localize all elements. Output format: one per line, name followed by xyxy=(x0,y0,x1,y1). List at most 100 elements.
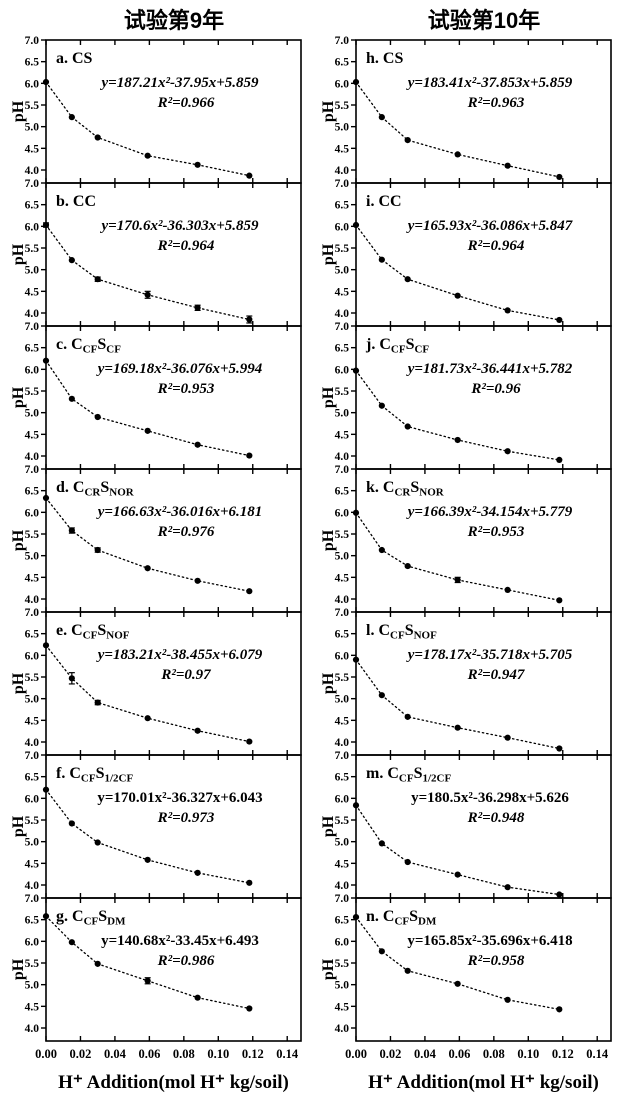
y-axis-tick-label: 5.5 xyxy=(335,529,350,541)
data-point xyxy=(42,786,50,793)
y-axis-tick-label: 6.0 xyxy=(25,78,40,90)
data-point xyxy=(454,436,461,444)
y-axis-tick-label: 4.5 xyxy=(335,715,350,727)
equation-label: y=180.5x²-36.298x+5.626 xyxy=(411,790,569,806)
y-axis-label: pH xyxy=(320,529,337,551)
data-point xyxy=(378,256,385,263)
r-squared-label: R²=0.964 xyxy=(467,238,525,254)
y-axis-tick-label: 5.5 xyxy=(25,100,40,112)
y-axis-tick-label: 7.0 xyxy=(335,607,350,619)
y-axis-tick-label: 6.0 xyxy=(335,936,350,948)
y-axis-tick-label: 6.5 xyxy=(25,486,40,498)
r-squared-label: R²=0.948 xyxy=(467,810,525,826)
y-axis-tick-label: 6.0 xyxy=(25,650,40,662)
panel-c: 7.0 6.5 6.0 5.5 5.0 4.5 4.0 pH c. CCFSCF y=169.18… xyxy=(10,321,302,470)
data-point xyxy=(246,879,253,886)
y-axis-tick-label: 7.0 xyxy=(335,464,350,476)
data-point xyxy=(194,441,201,448)
data-point xyxy=(378,114,385,121)
y-axis-tick-label: 7.0 xyxy=(335,750,350,762)
y-axis-tick-label: 7.0 xyxy=(25,750,40,762)
y-axis-tick-label: 4.0 xyxy=(25,308,40,320)
y-axis-tick-label: 6.0 xyxy=(25,221,40,233)
equation-label: y=140.68x²-33.45x+6.493 xyxy=(101,933,259,949)
y-axis-tick-label: 4.5 xyxy=(25,143,40,155)
panel-e: 7.0 6.5 6.0 5.5 5.0 4.5 4.0 pH e. CCFSNOF y=183.2… xyxy=(10,607,302,756)
y-axis-tick-label: 7.0 xyxy=(335,35,350,47)
r-squared-label: R²=0.986 xyxy=(157,953,215,969)
data-point xyxy=(556,597,563,604)
trend-line xyxy=(45,644,250,743)
x-axis-tick-label: 0.08 xyxy=(483,1047,505,1061)
data-point xyxy=(42,642,50,649)
x-axis-title: H⁺ Addition(mol H⁺ kg/soil) xyxy=(58,1072,289,1093)
equation-label: y=166.39x²-34.154x+5.779 xyxy=(406,504,573,520)
y-axis-tick-label: 4.0 xyxy=(335,451,350,463)
data-point xyxy=(68,675,75,682)
x-axis: 0.00 0.02 0.04 0.06 0.08 0.10 0.12 0.14 H⁺ Addit… xyxy=(35,1047,299,1093)
equation-label: y=169.18x²-36.076x+5.994 xyxy=(96,361,263,377)
data-point xyxy=(454,292,461,299)
equation-label: y=187.21x²-37.95x+5.859 xyxy=(100,75,259,91)
y-axis-tick-label: 6.0 xyxy=(25,936,40,948)
data-point xyxy=(504,884,511,891)
y-axis-tick-label: 4.0 xyxy=(335,1023,350,1035)
x-axis-tick-label: 0.02 xyxy=(70,1047,92,1061)
y-axis-tick-label: 4.0 xyxy=(25,594,40,606)
y-axis-label: pH xyxy=(320,672,337,694)
data-point xyxy=(454,151,461,158)
y-axis-tick-label: 5.5 xyxy=(335,386,350,398)
y-axis-tick-label: 6.0 xyxy=(335,364,350,376)
y-axis-label: pH xyxy=(320,386,337,408)
panel-label: f. CCFS1/2CF xyxy=(56,765,133,785)
x-axis-tick-label: 0.04 xyxy=(414,1047,437,1061)
y-axis-tick-label: 4.0 xyxy=(25,737,40,749)
y-axis-label: pH xyxy=(10,958,27,980)
data-point xyxy=(94,134,101,141)
y-axis-label: pH xyxy=(10,672,27,694)
panel-label: a. CS xyxy=(56,50,93,67)
data-point xyxy=(404,967,411,974)
trend-line xyxy=(45,497,250,592)
data-point xyxy=(144,565,151,572)
r-squared-label: R²=0.947 xyxy=(467,667,525,683)
data-point xyxy=(404,562,411,570)
trend-line xyxy=(45,81,250,177)
data-point xyxy=(404,858,411,866)
y-axis-tick-label: 6.0 xyxy=(335,507,350,519)
data-point xyxy=(144,856,151,863)
equation-label: y=170.01x²-36.327x+6.043 xyxy=(97,790,262,806)
data-point xyxy=(504,734,511,741)
data-point xyxy=(504,162,511,169)
data-point xyxy=(378,948,385,955)
y-axis-tick-label: 6.5 xyxy=(25,57,40,69)
data-point xyxy=(378,840,385,847)
y-axis-tick-label: 7.0 xyxy=(335,178,350,190)
data-point xyxy=(42,357,50,364)
data-point xyxy=(42,913,50,920)
y-axis-tick-label: 4.5 xyxy=(335,858,350,870)
panel-l: 7.0 6.5 6.0 5.5 5.0 4.5 4.0 pH l. CCFSNOF y=178.1… xyxy=(320,607,612,756)
trend-line xyxy=(355,369,560,461)
y-axis-tick-label: 6.0 xyxy=(335,650,350,662)
r-squared-label: R²=0.958 xyxy=(467,953,525,969)
equation-label: y=178.17x²-35.718x+5.705 xyxy=(406,647,573,663)
x-axis-tick-label: 0.14 xyxy=(276,1047,299,1061)
panel-b: 7.0 6.5 6.0 5.5 5.0 4.5 4.0 pH b. CCy=170.6x²-36… xyxy=(10,178,302,327)
x-axis-tick-label: 0.10 xyxy=(207,1047,229,1061)
panel-frame xyxy=(45,897,302,1042)
y-axis-tick-label: 7.0 xyxy=(25,178,40,190)
panel-g: 7.0 6.5 6.0 5.5 5.0 4.5 4.0 pH g. CCFSDM y=140.68… xyxy=(10,893,302,1042)
y-axis-label: pH xyxy=(10,815,27,837)
data-point xyxy=(378,402,385,409)
y-axis-tick-label: 4.0 xyxy=(335,737,350,749)
y-axis-tick-label: 7.0 xyxy=(25,35,40,47)
x-axis-tick-label: 0.06 xyxy=(138,1047,160,1061)
panel-d: 7.0 6.5 6.0 5.5 5.0 4.5 4.0 pH d. CCRSNOR y=166.6… xyxy=(10,464,302,613)
panel-label: b. CC xyxy=(56,193,96,210)
data-point xyxy=(454,871,461,878)
y-axis-tick-label: 5.0 xyxy=(25,265,40,277)
y-axis-tick-label: 6.0 xyxy=(335,793,350,805)
y-axis-tick-label: 4.0 xyxy=(335,165,350,177)
y-axis-label: pH xyxy=(10,529,27,551)
